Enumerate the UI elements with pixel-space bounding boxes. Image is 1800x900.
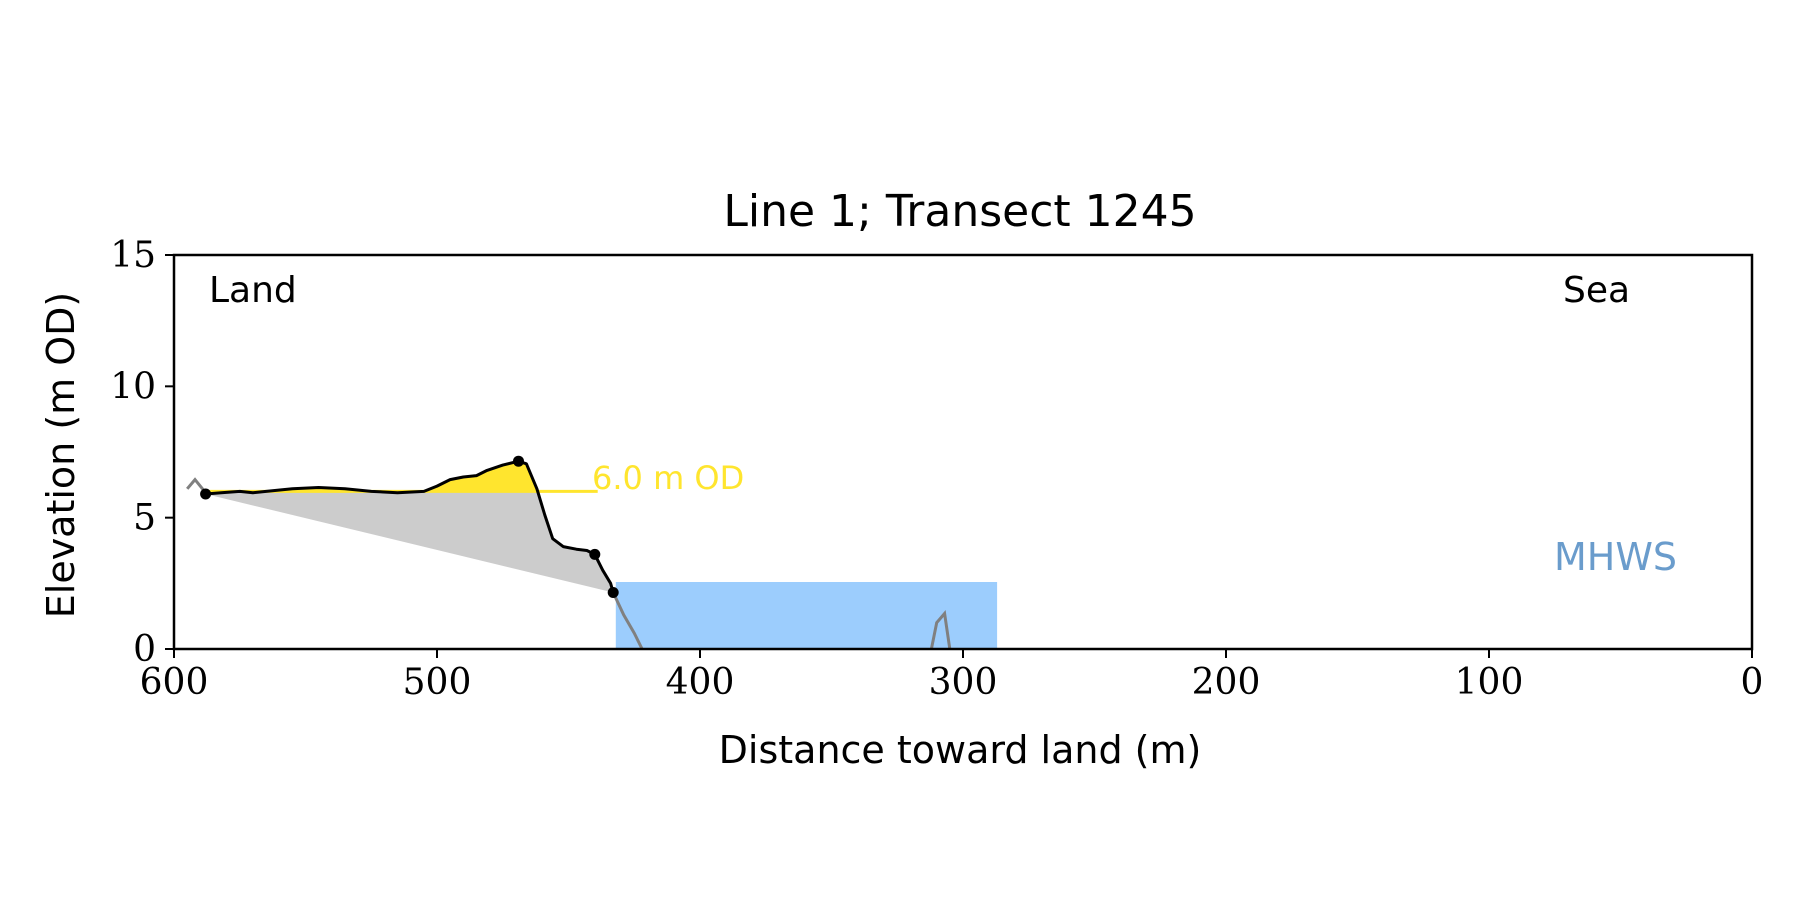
y-axis-label: Elevation (m OD) — [39, 292, 83, 619]
x-tick-label-200: 200 — [1192, 662, 1261, 703]
x-tick-label-600: 600 — [140, 662, 209, 703]
mhws-band — [615, 582, 998, 649]
chart-title: Line 1; Transect 1245 — [723, 186, 1196, 237]
above-threshold-fill — [239, 461, 538, 492]
sea-label: Sea — [1563, 270, 1630, 311]
profile-marker-2 — [513, 455, 524, 467]
x-axis-label: Distance toward land (m) — [719, 728, 1202, 772]
profile-line — [205, 459, 615, 593]
raw-profile-landward — [186, 477, 207, 494]
profile-marker-4 — [607, 587, 619, 598]
mhws-label: MHWS — [1554, 535, 1677, 579]
raw-profile-slope — [611, 591, 644, 650]
volume-fill — [205, 461, 614, 593]
land-label: Land — [209, 270, 297, 311]
y-tick-label-15: 15 — [110, 235, 156, 276]
raw-profile-spike — [929, 610, 952, 650]
y-tick-label-5: 5 — [133, 498, 156, 539]
x-tick-label-400: 400 — [666, 662, 735, 703]
x-tick-label-500: 500 — [403, 662, 472, 703]
y-tick-label-0: 0 — [133, 629, 156, 670]
y-tick-label-10: 10 — [110, 366, 156, 407]
x-tick-label-300: 300 — [929, 662, 998, 703]
plot-area: 600 500 400 300 200 100 0 0 5 10 15 — [110, 235, 1763, 703]
profile-marker-3 — [589, 548, 601, 560]
profile-marker-1 — [200, 488, 212, 500]
x-tick-label-100: 100 — [1455, 662, 1524, 703]
threshold-label: 6.0 m OD — [592, 459, 744, 497]
x-tick-label-0: 0 — [1741, 662, 1764, 703]
